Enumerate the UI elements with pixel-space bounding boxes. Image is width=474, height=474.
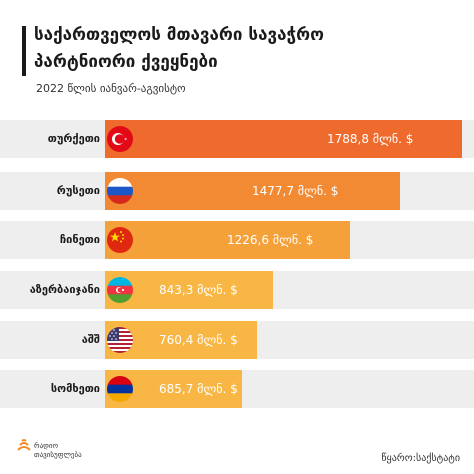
country-label: სომხეთი xyxy=(50,382,100,395)
title-accent-bar xyxy=(22,26,26,76)
value-label: 760,4 მლნ. $ xyxy=(159,333,238,347)
bar xyxy=(105,172,400,210)
country-label: აშშ xyxy=(81,333,100,346)
value-label: 1226,6 მლნ. $ xyxy=(227,233,314,247)
country-label: რუსეთი xyxy=(56,184,100,197)
page-title: საქართველოს მთავარი სავაჭრო პარტნიორი ქვ… xyxy=(34,22,324,76)
value-label: 843,3 მლნ. $ xyxy=(159,283,238,297)
bar xyxy=(105,120,462,158)
usa-flag-icon xyxy=(107,327,133,353)
country-label: ჩინეთი xyxy=(59,233,100,246)
title-line-1: საქართველოს მთავარი სავაჭრო xyxy=(34,25,324,45)
china-flag-icon xyxy=(107,227,133,253)
source-note: წყარო:საქსტატი xyxy=(381,453,460,464)
chart-subtitle: 2022 წლის იანვარ-აგვისტო xyxy=(36,82,186,95)
title-line-2: პარტნიორი ქვეყნები xyxy=(34,52,218,72)
country-label: აზერბაიჯანი xyxy=(29,283,100,296)
logo-text: რადიო თავისუფლება xyxy=(34,442,82,460)
value-label: 685,7 მლნ. $ xyxy=(159,382,238,396)
bar xyxy=(105,221,350,259)
logo-icon xyxy=(17,439,31,451)
azerbaijan-flag-icon xyxy=(107,277,133,303)
armenia-flag-icon xyxy=(107,376,133,402)
country-label: თურქეთი xyxy=(47,132,100,145)
value-label: 1477,7 მლნ. $ xyxy=(252,184,339,198)
logo-line-1: რადიო xyxy=(34,442,58,450)
russia-flag-icon xyxy=(107,178,133,204)
value-label: 1788,8 მლნ. $ xyxy=(327,132,414,146)
bar xyxy=(105,271,273,309)
turkey-flag-icon xyxy=(107,126,133,152)
logo-line-2: თავისუფლება xyxy=(34,451,82,459)
